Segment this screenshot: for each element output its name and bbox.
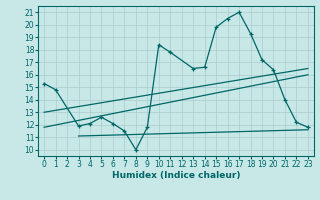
X-axis label: Humidex (Indice chaleur): Humidex (Indice chaleur) [112,171,240,180]
